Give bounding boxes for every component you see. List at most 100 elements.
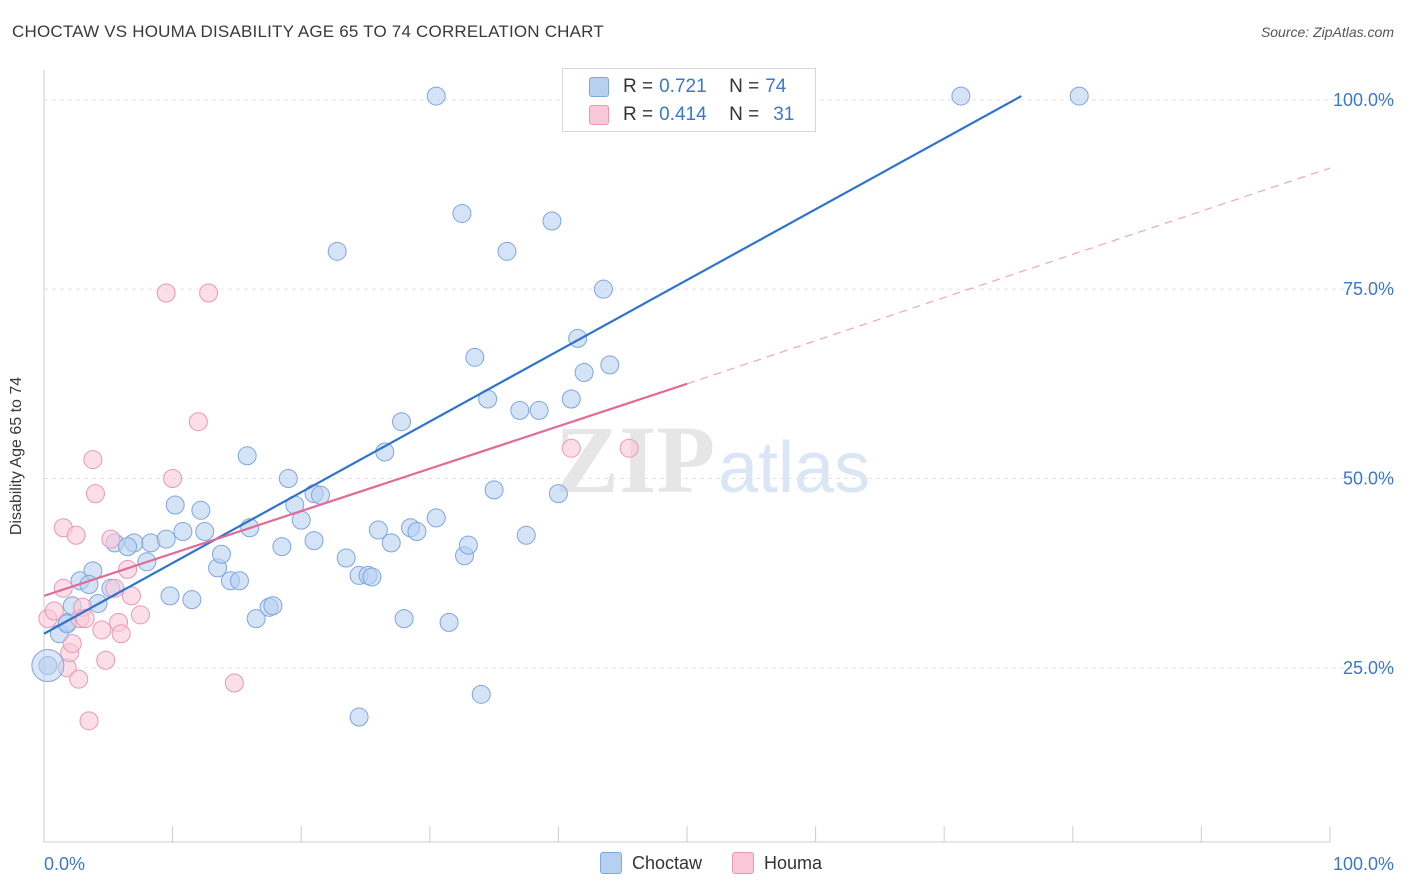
choctaw-point (278, 469, 298, 489)
houma-point (101, 529, 121, 549)
legend-row-choctaw: R = 0.721 N = 74 (589, 75, 786, 99)
stats-legend: R = 0.721 N = 74 R = 0.414 N = 31 (562, 68, 816, 132)
choctaw-point (182, 590, 202, 610)
choctaw-point (542, 211, 562, 231)
choctaw-point (173, 522, 193, 542)
choctaw-point (336, 548, 356, 568)
choctaw-point (394, 609, 414, 629)
houma-point (92, 620, 112, 640)
houma-point (561, 438, 581, 458)
houma-point (44, 601, 64, 621)
houma-point (83, 450, 103, 470)
houma-point (69, 669, 89, 689)
choctaw-point (600, 355, 620, 375)
y-tick-label: 100.0% (1333, 90, 1394, 110)
choctaw-point (362, 567, 382, 587)
y-axis-label: Disability Age 65 to 74 (8, 376, 25, 536)
y-tick-label: 50.0% (1343, 469, 1394, 489)
choctaw-point (574, 362, 594, 382)
r-value: 0.414 (659, 104, 707, 125)
choctaw-point (471, 684, 491, 704)
y-tick-label: 25.0% (1343, 658, 1394, 678)
choctaw-point (246, 609, 266, 629)
choctaw-point (426, 86, 446, 106)
n-label: N = (729, 76, 760, 97)
n-value: 31 (773, 104, 795, 125)
houma-point (62, 634, 82, 654)
houma-point (163, 469, 183, 489)
choctaw-point (349, 707, 369, 727)
choctaw-trendline (43, 95, 1022, 635)
chart-title: CHOCTAW VS HOUMA DISABILITY AGE 65 TO 74… (12, 22, 604, 41)
series-legend: Choctaw Houma (600, 852, 852, 874)
choctaw-swatch (589, 77, 609, 97)
choctaw-point (548, 484, 568, 504)
choctaw-point (165, 495, 185, 515)
choctaw-point (392, 412, 412, 432)
choctaw-point (272, 537, 292, 557)
choctaw-point (237, 446, 257, 466)
houma-trendline (43, 382, 688, 597)
choctaw-point (211, 544, 231, 564)
x-tick-label: 100.0% (1333, 854, 1394, 874)
choctaw-legend-label: Choctaw (632, 852, 703, 873)
choctaw-point (118, 537, 138, 557)
r-label: R = (623, 76, 654, 97)
r-label: R = (623, 104, 654, 125)
choctaw-point (381, 533, 401, 553)
choctaw-point (510, 400, 530, 420)
choctaw-point (195, 522, 215, 542)
choctaw-point (426, 508, 446, 528)
choctaw-point (561, 389, 581, 409)
n-value: 74 (765, 76, 787, 97)
legend-row-houma: R = 0.414 N = 31 (589, 103, 794, 127)
choctaw-point (516, 525, 536, 545)
choctaw-point (229, 571, 249, 591)
houma-point (619, 438, 639, 458)
x-tick-label: 0.0% (44, 854, 85, 874)
houma-point (85, 484, 105, 504)
houma-point (130, 605, 150, 625)
choctaw-point (407, 522, 427, 542)
choctaw-point (327, 241, 347, 261)
choctaw-point (593, 279, 613, 299)
choctaw-point (439, 612, 459, 632)
houma-legend-label: Houma (764, 852, 823, 873)
choctaw-point (452, 203, 472, 223)
legend-item-houma: Houma (732, 852, 822, 874)
houma-point (188, 412, 208, 432)
choctaw-point (156, 529, 176, 549)
legend-item-choctaw: Choctaw (600, 852, 702, 874)
houma-point (111, 624, 131, 644)
houma-point (79, 711, 99, 731)
choctaw-point (263, 596, 283, 616)
watermark-atlas: atlas (718, 428, 870, 508)
choctaw-point (465, 347, 485, 367)
choctaw-point (497, 241, 517, 261)
houma-legend-swatch (732, 852, 755, 874)
houma-point (224, 673, 244, 693)
houma-trendline-extension (686, 167, 1331, 385)
r-value: 0.721 (659, 76, 707, 97)
watermark-zip: ZIP (555, 406, 715, 513)
houma-point (96, 650, 116, 670)
choctaw-point (368, 520, 388, 540)
choctaw-point (31, 649, 65, 683)
n-label: N = (729, 104, 760, 125)
source-label: Source: ZipAtlas.com (1260, 24, 1394, 40)
y-tick-label: 75.0% (1343, 279, 1394, 299)
choctaw-point (951, 86, 971, 106)
choctaw-point (310, 485, 330, 505)
houma-point (66, 525, 86, 545)
houma-point (156, 283, 176, 303)
choctaw-point (160, 586, 180, 606)
houma-swatch (589, 105, 609, 125)
choctaw-point (1069, 86, 1089, 106)
houma-point (53, 578, 73, 598)
choctaw-point (529, 400, 549, 420)
choctaw-legend-swatch (600, 852, 622, 874)
choctaw-point (191, 500, 211, 520)
houma-point (199, 283, 219, 303)
choctaw-point (484, 480, 504, 500)
